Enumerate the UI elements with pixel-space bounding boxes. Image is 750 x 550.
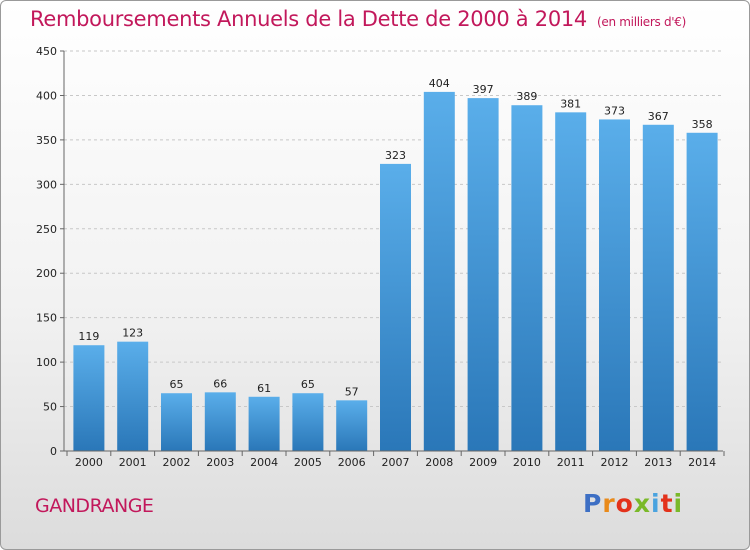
x-tick-label: 2004 (250, 456, 278, 469)
logo-letter: x (633, 489, 651, 518)
data-label: 65 (301, 378, 315, 391)
data-label: 358 (692, 118, 713, 131)
bar (642, 124, 674, 452)
bar (511, 105, 543, 451)
logo-letter: t (660, 489, 674, 518)
data-label: 123 (122, 327, 143, 340)
x-tick-label: 2007 (382, 456, 410, 469)
y-tick-label: 200 (36, 267, 57, 280)
data-label: 397 (473, 83, 494, 96)
x-tick-label: 2002 (163, 456, 191, 469)
y-tick-label: 300 (36, 178, 57, 191)
bar (380, 163, 411, 451)
bar (555, 112, 587, 451)
bars: 119 123 65 66 61 65 57 323 404 397 389 381 373 367 358 (73, 77, 718, 452)
proxiti-logo: Proxiti (583, 489, 683, 518)
y-tick-label: 150 (36, 312, 57, 325)
x-axis: 2000 2001 2002 2003 2004 2005 2006 2007 2008 2009… (64, 450, 725, 469)
bar (292, 393, 324, 451)
bar (73, 345, 105, 451)
y-tick-label: 400 (36, 89, 57, 102)
chart-unit: (en milliers d'€) (597, 15, 687, 29)
data-label: 66 (213, 377, 227, 390)
y-tick-label: 50 (43, 401, 57, 414)
bar (117, 341, 149, 451)
y-tick-label: 100 (36, 356, 57, 369)
x-tick-label: 2003 (206, 456, 234, 469)
logo-letter: i (651, 489, 661, 518)
data-label: 61 (257, 382, 271, 395)
x-tick-label: 2012 (601, 456, 629, 469)
bar (161, 393, 192, 451)
data-label: 373 (604, 104, 625, 117)
logo-letter: i (673, 489, 684, 518)
x-tick-label: 2005 (294, 456, 322, 469)
y-axis: 0 50 100 150 200 250 300 350 400 450 (36, 45, 65, 458)
bar (467, 98, 499, 451)
data-label: 389 (516, 90, 537, 103)
x-tick-label: 2008 (425, 456, 453, 469)
x-tick-label: 2011 (557, 456, 585, 469)
x-tick-label: 2009 (469, 456, 497, 469)
commune-name: GANDRANGE (35, 495, 154, 517)
bar (204, 392, 236, 451)
bar (336, 400, 368, 451)
chart-title: Remboursements Annuels de la Dette de 20… (30, 7, 686, 31)
data-label: 367 (648, 110, 669, 123)
chart-title-text: Remboursements Annuels de la Dette de 20… (30, 7, 587, 31)
bar (686, 132, 718, 451)
logo-letter: P (583, 489, 603, 518)
bar (599, 119, 630, 451)
x-tick-label: 2000 (75, 456, 103, 469)
x-tick-label: 2001 (119, 456, 147, 469)
logo-letter: r (602, 489, 616, 518)
y-tick-label: 350 (36, 134, 57, 147)
bar (423, 91, 455, 451)
x-tick-label: 2010 (513, 456, 541, 469)
data-label: 381 (560, 97, 581, 110)
x-tick-label: 2014 (688, 456, 716, 469)
data-label: 404 (429, 77, 450, 90)
y-tick-label: 0 (50, 445, 57, 458)
data-label: 65 (170, 378, 184, 391)
bar (248, 396, 280, 451)
data-label: 323 (385, 149, 406, 162)
x-tick-label: 2006 (338, 456, 366, 469)
data-label: 119 (78, 330, 99, 343)
logo-letter: o (615, 489, 634, 518)
x-tick-label: 2013 (644, 456, 672, 469)
y-tick-label: 250 (36, 223, 57, 236)
data-label: 57 (345, 385, 359, 398)
y-tick-label: 450 (36, 45, 57, 58)
